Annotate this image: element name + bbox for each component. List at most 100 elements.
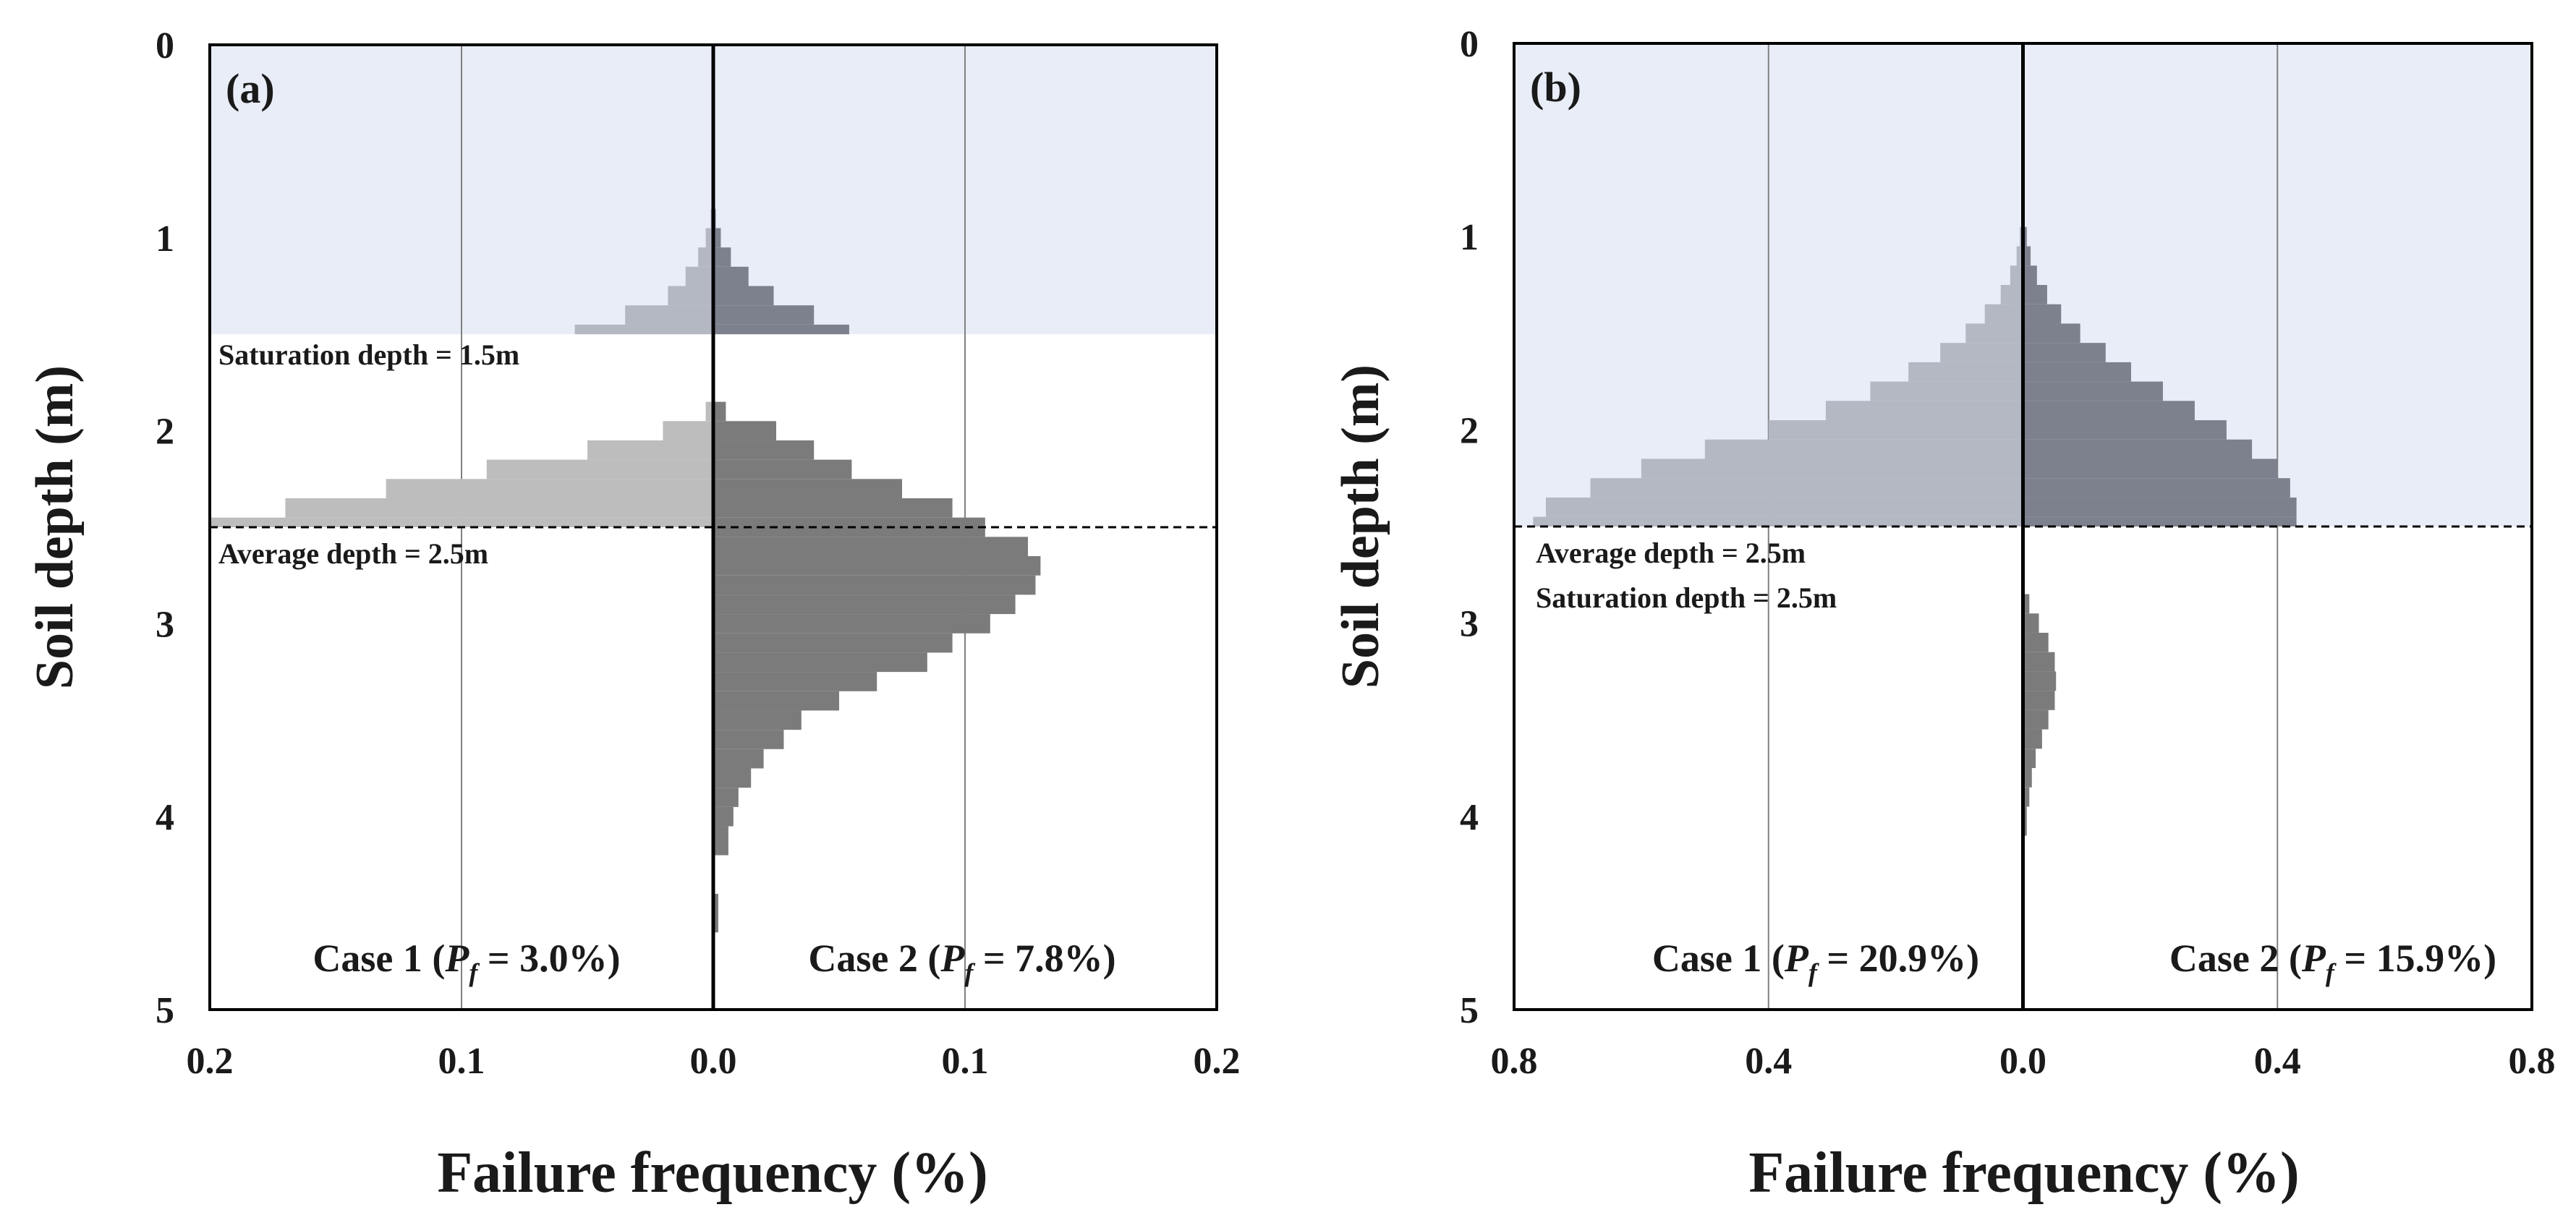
y-tick-label: 5 <box>156 990 174 1031</box>
bars <box>1533 208 2297 836</box>
bar-case-2 <box>2023 439 2253 459</box>
bar-case-2 <box>713 537 1028 557</box>
bar-case-1 <box>1545 497 2023 517</box>
bar-case-2 <box>713 788 739 807</box>
bar-case-2 <box>2023 516 2297 526</box>
case2-suffix: = 7.8%) <box>973 937 1115 980</box>
bar-case-2 <box>713 575 1036 595</box>
bar-case-2 <box>2023 478 2290 498</box>
case1-label: Case 1 (Pf = 3.0%) <box>313 937 620 987</box>
x-tick-label: 0.1 <box>438 1041 485 1082</box>
x-tick-label: 0.1 <box>942 1041 989 1082</box>
x-tick-label: 0.2 <box>187 1041 234 1082</box>
x-tick-label: 0.0 <box>690 1041 737 1082</box>
x-tick-label: 0.0 <box>1999 1041 2046 1082</box>
case1-label: Case 1 (Pf = 20.9%) <box>1652 937 1979 987</box>
case2-suffix: = 15.9%) <box>2334 937 2496 980</box>
bar-case-2 <box>2023 343 2106 362</box>
bar-case-2 <box>2023 323 2080 344</box>
pf-symbol: P <box>444 937 469 980</box>
y-tick-label: 2 <box>1460 410 1479 451</box>
bar-case-2 <box>713 768 752 788</box>
y-axis-label: Soil depth (m) <box>25 365 85 689</box>
bar-case-2 <box>713 286 774 306</box>
bar-case-2 <box>2023 749 2036 768</box>
bar-case-1 <box>705 401 713 422</box>
bar-case-2 <box>2023 381 2163 401</box>
bar-case-2 <box>2023 787 2030 807</box>
bar-case-2 <box>713 556 1041 576</box>
pf-subscript: f <box>1808 958 1819 987</box>
x-tick-label: 0.8 <box>2509 1041 2556 1082</box>
bar-case-2 <box>713 806 734 827</box>
x-axis-label: Failure frequency (%) <box>437 1141 987 1205</box>
bar-case-1 <box>1704 439 2023 459</box>
bar-case-2 <box>2023 401 2195 421</box>
bar-case-1 <box>210 517 713 527</box>
pf-symbol: P <box>940 937 965 980</box>
y-tick-label: 4 <box>1460 797 1479 838</box>
bar-case-1 <box>1908 362 2023 382</box>
bar-case-2 <box>713 672 877 691</box>
case2-label: Case 2 (Pf = 7.8%) <box>808 937 1115 987</box>
pf-symbol: P <box>1784 937 1809 980</box>
bar-case-1 <box>1768 420 2023 440</box>
bar-case-1 <box>625 305 713 325</box>
bar-case-2 <box>2023 652 2055 672</box>
bar-case-2 <box>713 893 718 933</box>
bar-case-2 <box>713 633 953 653</box>
plot-frame <box>1513 42 2533 1011</box>
plot-frame <box>208 43 1218 1011</box>
bar-case-2 <box>713 730 784 749</box>
y-tick-label: 1 <box>1460 217 1479 258</box>
pf-subscript: f <box>469 958 480 987</box>
bar-case-2 <box>713 459 852 479</box>
bar-case-1 <box>1940 343 2023 362</box>
average-depth-label: Average depth = 2.5m <box>1536 537 1806 569</box>
bar-case-1 <box>2000 285 2023 304</box>
bar-case-1 <box>587 440 713 460</box>
bar-case-2 <box>713 305 815 325</box>
bar-case-1 <box>1533 516 2023 526</box>
bar-case-2 <box>2023 709 2049 730</box>
case1-suffix: = 20.9%) <box>1817 937 1979 980</box>
bar-case-2 <box>2023 497 2297 517</box>
bar-case-2 <box>2023 729 2042 749</box>
bar-case-2 <box>713 749 764 769</box>
bar-case-1 <box>1590 478 2023 498</box>
bar-case-1 <box>663 421 713 440</box>
x-tick-label: 0.4 <box>2254 1041 2301 1082</box>
y-tick-label: 3 <box>156 604 174 645</box>
bar-case-1 <box>705 228 713 248</box>
bar-case-1 <box>285 498 713 518</box>
bar-case-2 <box>713 594 1016 615</box>
y-tick-label: 2 <box>156 412 174 453</box>
bar-case-2 <box>2023 285 2047 304</box>
bar-case-2 <box>713 498 953 518</box>
bar-case-2 <box>713 228 721 248</box>
bar-case-2 <box>2023 613 2039 633</box>
pf-subscript: f <box>964 958 975 987</box>
x-axis-label: Failure frequency (%) <box>1748 1141 2299 1205</box>
bar-case-2 <box>2023 691 2055 710</box>
x-tick-label: 0.8 <box>1491 1041 1538 1082</box>
saturation-depth-label: Saturation depth = 1.5m <box>218 338 519 371</box>
bar-case-2 <box>713 479 902 498</box>
saturation-depth-label: Saturation depth = 2.5m <box>1536 581 1837 614</box>
case1-suffix: = 3.0%) <box>477 937 620 980</box>
panel-a: 0 1 2 3 4 5 0.2 0.1 0.0 0.1 0.2 (a) Saturation de… <box>25 25 1241 1205</box>
bar-case-2 <box>2023 594 2030 614</box>
pf-symbol: P <box>2301 937 2326 980</box>
bar-case-1 <box>386 479 713 498</box>
case1-prefix: Case 1 ( <box>313 937 445 980</box>
bar-case-2 <box>2023 459 2278 479</box>
bar-case-2 <box>713 614 990 634</box>
bar-case-1 <box>698 247 713 267</box>
bar-case-1 <box>1825 401 2023 421</box>
bar-case-2 <box>713 266 749 286</box>
bar-case-2 <box>2023 420 2227 440</box>
bar-case-1 <box>486 459 713 479</box>
y-tick-label: 0 <box>1460 24 1479 65</box>
bar-case-1 <box>2016 246 2023 266</box>
